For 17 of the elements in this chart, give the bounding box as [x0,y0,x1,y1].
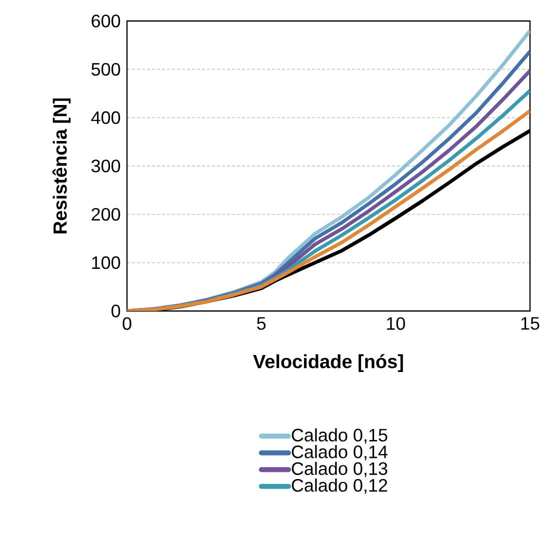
x-tick-label: 10 [387,317,405,330]
y-tick-label: 400 [91,111,120,124]
x-tick-label: 0 [122,317,132,330]
x-tick-label: 15 [521,317,540,330]
y-tick-label: 300 [91,160,120,172]
y-tick-label: 500 [91,62,120,76]
legend-label: Calado 0,12 [292,478,388,494]
y-tick-label: 200 [92,208,120,221]
y-tick-label: 0 [112,304,120,318]
x-axis-title: Velocidade [nós] [253,354,403,372]
legend-label: Calado 0,13 [292,462,388,478]
y-axis-title: Resistência [N] [52,98,71,234]
legend-label: Calado 0,15 [292,428,388,444]
y-tick-label: 600 [92,14,120,28]
y-tick-label: 100 [92,256,120,270]
x-tick-label: 5 [257,317,266,330]
legend-label: Calado 0,14 [292,445,388,460]
